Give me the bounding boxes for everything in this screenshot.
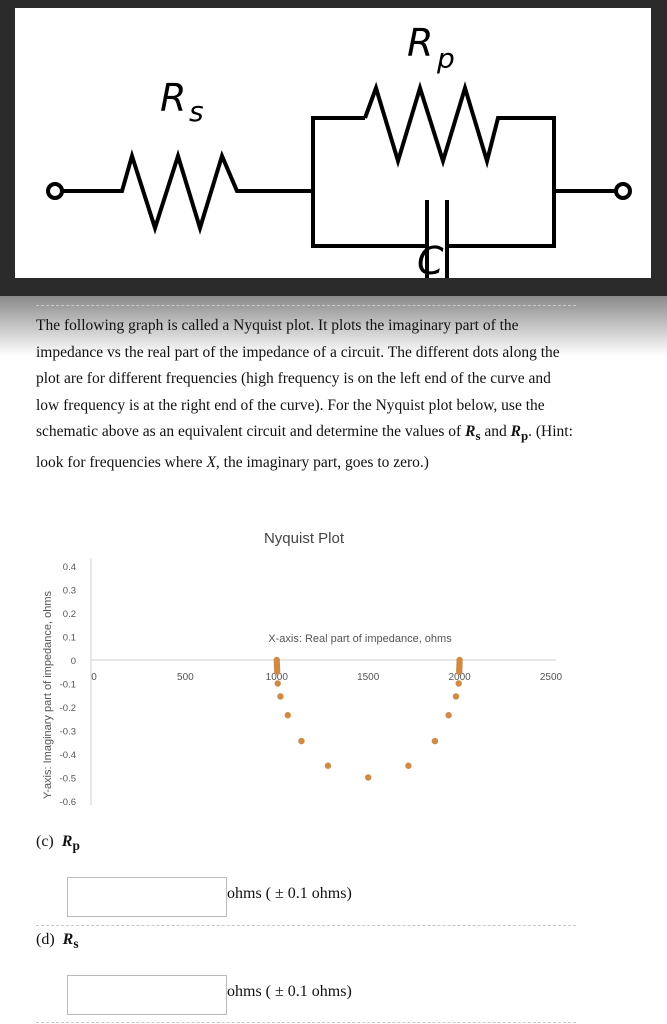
data-point — [324, 762, 332, 769]
x-tick-label: 1500 — [357, 672, 380, 683]
x-tick-label: 1000 — [266, 672, 289, 683]
separator — [36, 925, 576, 926]
data-point — [274, 680, 281, 687]
y-tick-label: -0.5 — [60, 774, 76, 785]
text: , the imaginary part, goes to zero.) — [215, 453, 429, 471]
x-tick-label: 0 — [91, 672, 97, 683]
text: . (Hint: look for frequencies where — [36, 423, 573, 471]
y-tick-label: 0.4 — [63, 562, 76, 573]
data-point — [277, 693, 284, 700]
text: and — [480, 423, 511, 440]
question-text: The following graph is called a Nyquist … — [36, 313, 576, 476]
question-d: (d) Rs — [36, 931, 79, 952]
rp-subscript: p — [436, 42, 455, 75]
y-tick-label: 0 — [71, 656, 76, 667]
unit-label: ohms ( ± 0.1 ohms) — [227, 885, 352, 902]
wire-capacitor — [311, 191, 427, 248]
sub: p — [72, 838, 80, 854]
question-label: (c) — [36, 833, 54, 850]
sub: s — [73, 936, 79, 952]
y-tick-label: -0.3 — [60, 727, 76, 738]
y-tick-label: 0.2 — [63, 609, 76, 620]
terminal-right — [614, 182, 632, 200]
resistor-rp — [363, 81, 616, 193]
circuit-panel: R s R p C — [0, 0, 667, 296]
data-point — [365, 774, 372, 781]
x-var: X — [206, 453, 216, 471]
rs-label: R — [160, 76, 186, 120]
rp-sub: p — [520, 428, 529, 444]
y-axis-title: Y-axis: Imaginary part of impedance, ohm… — [42, 590, 54, 799]
question-label: (d) — [36, 931, 55, 948]
rs-answer-input[interactable] — [67, 975, 227, 1015]
question-c: (c) Rp — [36, 833, 80, 854]
y-tick-label: -0.6 — [60, 797, 76, 808]
rs-subscript: s — [189, 95, 204, 128]
terminal-left — [46, 182, 64, 200]
c-label: C — [417, 239, 444, 278]
data-point — [456, 656, 463, 664]
separator — [36, 305, 576, 306]
chart-title: Nyquist Plot — [264, 530, 345, 547]
x-tick-label: 2000 — [448, 672, 471, 683]
resistor-rs — [62, 149, 313, 235]
rp-label: R — [407, 21, 433, 65]
separator — [36, 1022, 576, 1023]
circuit-diagram: R s R p C — [15, 8, 651, 291]
unit-label: ohms ( ± 0.1 ohms) — [227, 983, 352, 1000]
y-tick-label: -0.1 — [60, 680, 76, 691]
circuit-schematic: R s R p C — [46, 21, 632, 291]
data-point — [455, 680, 462, 687]
y-tick-label: -0.4 — [60, 750, 76, 761]
data-point — [298, 737, 305, 745]
rp-var: R — [510, 423, 521, 440]
data-point — [431, 737, 439, 745]
rs-sub: s — [475, 428, 481, 444]
data-point — [452, 693, 460, 700]
nyquist-chart: Nyquist Plot X-axis: Real part of impeda… — [42, 530, 563, 808]
y-tick-label: 0.3 — [63, 586, 76, 597]
data-point — [273, 668, 281, 675]
wire-parallel-left — [311, 116, 365, 191]
y-tick-label: -0.2 — [60, 703, 76, 714]
x-tick-label: 2500 — [540, 672, 563, 683]
var: R — [61, 833, 73, 850]
data-point — [405, 762, 412, 769]
var: R — [62, 931, 74, 948]
data-point — [445, 712, 452, 719]
rs-var: R — [465, 423, 476, 440]
rp-answer-input[interactable] — [67, 877, 227, 917]
text: The following graph is called a Nyquist … — [36, 317, 560, 440]
x-axis-title: X-axis: Real part of impedance, ohms — [268, 633, 452, 645]
y-tick-label: 0.1 — [63, 633, 76, 644]
data-point — [284, 712, 291, 719]
x-tick-label: 500 — [177, 672, 194, 683]
section-divider — [0, 296, 667, 356]
